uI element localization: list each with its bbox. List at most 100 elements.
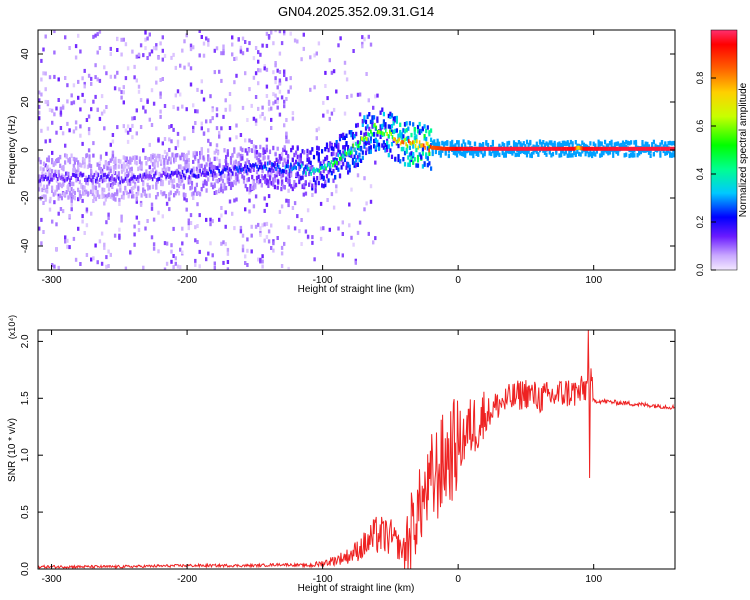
spectrogram-cell bbox=[98, 46, 102, 50]
spectrogram-cell bbox=[179, 265, 182, 270]
spectrogram-cell bbox=[252, 167, 255, 172]
spectrogram-ridge-cell bbox=[287, 164, 289, 169]
spectrogram-cell bbox=[473, 149, 477, 154]
spectrogram-cell bbox=[317, 41, 321, 46]
spectrogram-cell bbox=[103, 187, 106, 193]
spectrogram-cell bbox=[287, 225, 290, 230]
spectrogram-ridge-cell bbox=[324, 163, 326, 168]
spectrogram-ridge-cell bbox=[544, 146, 547, 151]
spectrogram-ridge-cell bbox=[261, 165, 264, 170]
spectrogram-cell bbox=[91, 188, 94, 194]
spectrogram-ridge-cell bbox=[650, 146, 653, 151]
spectrogram-cell bbox=[574, 140, 577, 145]
spectrogram-cell bbox=[286, 156, 289, 162]
spectrogram-cell bbox=[283, 145, 286, 150]
spectrogram-ridge-cell bbox=[444, 146, 447, 151]
spectrogram-cell bbox=[78, 190, 81, 195]
spectrogram-cell bbox=[161, 167, 164, 173]
spectrogram-cell bbox=[486, 142, 490, 148]
spectrogram-cell bbox=[116, 190, 119, 195]
spectrogram-cell bbox=[293, 152, 296, 158]
spectrogram-cell bbox=[221, 165, 224, 170]
spectrogram-cell bbox=[270, 106, 273, 111]
spectrogram-cell bbox=[152, 242, 156, 247]
spectrogram-ridge-cell bbox=[622, 146, 624, 151]
spectrogram-cell bbox=[416, 129, 420, 134]
spectrogram-cell bbox=[568, 142, 571, 148]
x-tick-label: -300 bbox=[42, 574, 62, 585]
spectrogram-cell bbox=[498, 152, 501, 157]
spectrogram-cell bbox=[228, 107, 232, 112]
spectrogram-cell bbox=[311, 147, 314, 152]
spectrogram-cell bbox=[38, 226, 41, 231]
spectrogram-cell bbox=[186, 164, 189, 169]
spectrogram-cell bbox=[664, 151, 667, 156]
spectrogram-cell bbox=[314, 180, 317, 185]
spectrogram-cell bbox=[200, 35, 203, 39]
spectrogram-cell bbox=[157, 249, 160, 254]
y-tick-label: 0 bbox=[20, 147, 31, 153]
spectrogram-cell bbox=[77, 79, 80, 84]
spectrogram-cell bbox=[212, 184, 215, 190]
spectrogram-cell bbox=[456, 140, 459, 145]
spectrogram-cell bbox=[374, 94, 377, 99]
spectrogram-ridge-cell bbox=[183, 173, 185, 178]
spectrogram-cell bbox=[358, 152, 361, 157]
spectrogram-cell bbox=[400, 134, 403, 139]
spectrogram-ridge-cell bbox=[424, 145, 426, 150]
spectrogram-cell bbox=[87, 131, 91, 136]
spectrogram-ridge-cell bbox=[494, 146, 497, 151]
spectrogram-cell bbox=[472, 149, 475, 154]
spectrogram-cell bbox=[265, 202, 269, 207]
spectrogram-cell bbox=[358, 145, 361, 151]
spectrogram-ridge-cell bbox=[315, 167, 318, 172]
spectrogram-ridge-cell bbox=[513, 146, 516, 151]
spectrogram-ridge-cell bbox=[174, 170, 177, 175]
spectrogram-ridge-cell bbox=[523, 146, 525, 151]
spectrogram-cell bbox=[615, 148, 618, 154]
spectrogram-cell bbox=[328, 58, 331, 63]
spectrogram-cell bbox=[126, 66, 130, 71]
spectrogram-cell bbox=[94, 75, 97, 80]
spectrogram-cell bbox=[247, 177, 250, 182]
spectrogram-cell bbox=[233, 149, 236, 154]
spectrogram-cell bbox=[187, 226, 190, 231]
spectrogram-cell bbox=[274, 99, 277, 104]
spectrogram-ridge-cell bbox=[416, 139, 418, 144]
colorbar: 0.00.20.40.60.8 Normalized spectral ampl… bbox=[695, 29, 749, 276]
spectrogram-cell bbox=[278, 89, 282, 94]
spectrogram-cell bbox=[630, 140, 633, 145]
spectrogram-ridge-cell bbox=[456, 146, 459, 151]
spectrogram-cell bbox=[263, 208, 266, 213]
spectrogram-cell bbox=[118, 87, 121, 92]
spectrogram-cell bbox=[151, 168, 154, 173]
spectrogram-cell bbox=[317, 126, 321, 131]
spectrogram-cell bbox=[120, 164, 124, 169]
spectrogram-cell bbox=[51, 188, 54, 193]
spectrogram-cell bbox=[550, 140, 553, 145]
spectrogram-cell bbox=[134, 156, 137, 161]
spectrogram-ridge-cell bbox=[234, 165, 237, 170]
spectrogram-cell bbox=[421, 164, 424, 169]
spectrogram-cell bbox=[83, 164, 86, 169]
spectrogram-cell bbox=[72, 236, 76, 241]
spectrogram-cell bbox=[213, 150, 216, 155]
spectrogram-cell bbox=[259, 52, 262, 57]
colorbar-gradient bbox=[710, 29, 738, 271]
spectrogram-cell bbox=[111, 150, 115, 155]
spectrogram-ridge-cell bbox=[502, 146, 505, 151]
spectrogram-cell bbox=[165, 152, 169, 157]
spectrogram-ridge-cell bbox=[311, 168, 314, 173]
spectrogram-cell bbox=[402, 157, 405, 162]
spectrogram-ridge-cell bbox=[185, 169, 188, 174]
spectrogram-ridge-cell bbox=[280, 169, 283, 174]
spectrogram-cell bbox=[508, 149, 511, 154]
spectrogram-ridge-cell bbox=[520, 146, 523, 151]
spectrogram-ridge-cell bbox=[391, 135, 394, 140]
spectrogram-cell bbox=[322, 226, 325, 231]
spectrogram-cell bbox=[124, 128, 128, 133]
spectrogram-cell bbox=[213, 156, 216, 161]
spectrogram-ridge-cell bbox=[421, 143, 424, 148]
spectrogram-ridge-cell bbox=[284, 165, 287, 170]
spectrogram-cell bbox=[168, 197, 171, 202]
